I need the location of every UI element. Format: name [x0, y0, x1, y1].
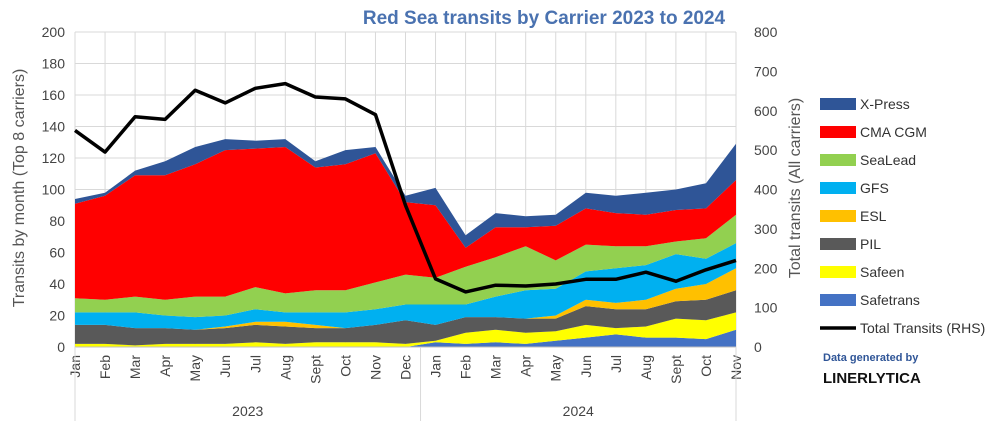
x-tick-label: Jun	[578, 355, 594, 378]
credit-line-2: LINERLYTICA	[823, 370, 921, 387]
y-tick-label-right: 600	[754, 103, 778, 119]
y-tick-label-left: 20	[49, 308, 65, 324]
y-tick-label-right: 0	[754, 339, 762, 355]
total-line-layer	[73, 81, 737, 294]
axes: 0 20 40 60 80 100 120 140 160 180 200 0 100 200 300 400…	[42, 24, 778, 421]
y-tick-label-right: 800	[754, 24, 778, 40]
y-tick-label-left: 80	[49, 213, 65, 229]
total-transits-line	[73, 81, 737, 294]
x-tick-label: Mar	[127, 355, 143, 379]
legend-swatch-safetrans	[820, 294, 856, 306]
y-tick-label-right: 200	[754, 260, 778, 276]
legend-label-cma-cgm: CMA CGM	[860, 124, 927, 140]
stacked-areas	[75, 139, 736, 347]
x-tick-label: Dec	[398, 355, 414, 380]
x-tick-label: Aug	[638, 355, 654, 380]
legend-swatch-safeen	[820, 266, 856, 278]
area-sealead	[75, 214, 736, 318]
area-pil	[75, 290, 736, 346]
legend-label-x-press: X-Press	[860, 96, 910, 112]
area-cma-cgm	[75, 147, 736, 300]
year-label-2024: 2024	[563, 403, 594, 419]
legend-swatch-sealead	[820, 154, 856, 166]
area-gfs	[75, 243, 736, 330]
y-tick-label-left: 0	[57, 339, 65, 355]
area-safeen	[75, 312, 736, 347]
x-tick-label: Sept	[668, 355, 684, 384]
legend-label-safeen: Safeen	[860, 264, 904, 280]
y-tick-label-right: 300	[754, 221, 778, 237]
x-tick-label: Feb	[458, 355, 474, 379]
x-tick-label: May	[187, 355, 203, 381]
y-tick-label-left: 180	[42, 56, 66, 72]
x-tick-label: Mar	[488, 355, 504, 379]
x-tick-label: Oct	[698, 355, 714, 377]
legend-label-safetrans: Safetrans	[860, 292, 920, 308]
x-tick-label: Aug	[277, 355, 293, 380]
x-tick-label: Jan	[428, 355, 444, 378]
x-tick-label: Sept	[307, 355, 323, 384]
y-tick-label-left: 60	[49, 245, 65, 261]
y-tick-label-left: 100	[42, 182, 66, 198]
y-tick-label-left: 120	[42, 150, 66, 166]
y-tick-label-right: 400	[754, 182, 778, 198]
area-safetrans	[75, 329, 736, 347]
legend-label-total-transits: Total Transits (RHS)	[860, 320, 985, 336]
y-tick-label-right: 100	[754, 300, 778, 316]
legend-label-esl: ESL	[860, 208, 887, 224]
legend-swatch-esl	[820, 210, 856, 222]
x-tick-label: Nov	[368, 355, 384, 380]
x-tick-label: Jul	[608, 355, 624, 373]
y-tick-label-left: 140	[42, 119, 66, 135]
y-tick-label-right: 500	[754, 142, 778, 158]
y-tick-label-left: 200	[42, 24, 66, 40]
credit-line-1: Data generated by	[823, 352, 919, 364]
legend-label-sealead: SeaLead	[860, 152, 916, 168]
legend-label-gfs: GFS	[860, 180, 889, 196]
x-tick-label: Apr	[518, 355, 534, 377]
x-tick-label: Jul	[247, 355, 263, 373]
legend-swatch-gfs	[820, 182, 856, 194]
y-axis-title-right: Total transits (All carriers)	[787, 98, 804, 278]
x-tick-label: Jun	[217, 355, 233, 378]
legend-swatch-pil	[820, 238, 856, 250]
y-axis-title-left: Transits by month (Top 8 carriers)	[11, 69, 28, 308]
x-tick-label: May	[548, 355, 564, 381]
legend-swatch-cma-cgm	[820, 126, 856, 138]
legend: X-Press CMA CGM SeaLead GFS ESL PIL Safeen Safe…	[820, 96, 985, 336]
y-tick-label-right: 700	[754, 63, 778, 79]
legend-swatch-x-press	[820, 98, 856, 110]
y-tick-label-left: 40	[49, 276, 65, 292]
x-tick-label: Oct	[337, 355, 353, 377]
chart-title: Red Sea transits by Carrier 2023 to 2024	[363, 8, 726, 29]
y-tick-label-left: 160	[42, 87, 66, 103]
year-label-2023: 2023	[232, 403, 263, 419]
legend-label-pil: PIL	[860, 236, 881, 252]
x-tick-label: Apr	[157, 355, 173, 377]
x-tick-label: Feb	[97, 355, 113, 379]
